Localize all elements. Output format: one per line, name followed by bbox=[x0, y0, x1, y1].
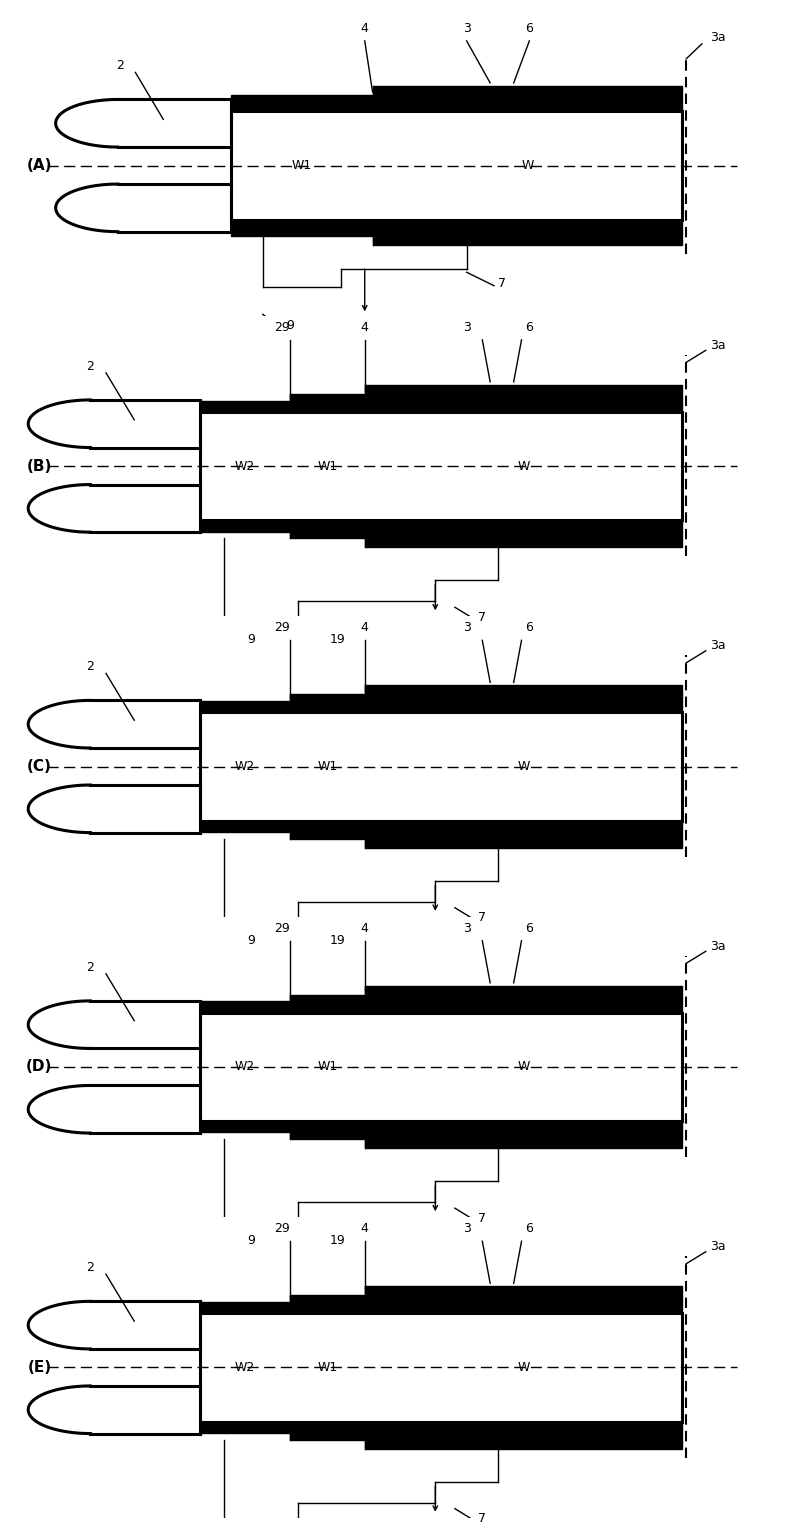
Text: 2: 2 bbox=[86, 360, 94, 373]
Text: W: W bbox=[518, 1061, 530, 1073]
Text: 3: 3 bbox=[462, 621, 470, 635]
Text: 4: 4 bbox=[361, 21, 369, 35]
Polygon shape bbox=[365, 986, 682, 1013]
Text: (B): (B) bbox=[26, 458, 52, 474]
Text: 4: 4 bbox=[361, 320, 369, 334]
Polygon shape bbox=[200, 400, 290, 412]
Text: 2: 2 bbox=[86, 961, 94, 973]
Polygon shape bbox=[200, 820, 290, 832]
Text: W2: W2 bbox=[235, 1361, 255, 1374]
Text: 9: 9 bbox=[286, 319, 294, 333]
Text: 9: 9 bbox=[247, 633, 255, 647]
Polygon shape bbox=[290, 694, 365, 713]
Text: 3: 3 bbox=[462, 320, 470, 334]
Text: (E): (E) bbox=[27, 1360, 51, 1375]
Bar bbox=[200, 713, 682, 820]
Text: (C): (C) bbox=[27, 759, 52, 774]
Text: 6: 6 bbox=[526, 1222, 534, 1236]
Polygon shape bbox=[365, 685, 682, 713]
Polygon shape bbox=[231, 219, 373, 236]
Text: 3a: 3a bbox=[710, 1240, 726, 1254]
Bar bbox=[200, 1314, 682, 1421]
Text: W: W bbox=[518, 460, 530, 472]
Text: 4: 4 bbox=[361, 621, 369, 635]
Text: 3a: 3a bbox=[710, 339, 726, 353]
Polygon shape bbox=[373, 219, 682, 245]
Text: 4: 4 bbox=[361, 1222, 369, 1236]
Text: W1: W1 bbox=[292, 159, 312, 172]
Text: W1: W1 bbox=[318, 460, 338, 472]
Text: 7: 7 bbox=[478, 610, 486, 624]
Polygon shape bbox=[290, 520, 365, 538]
Text: W2: W2 bbox=[235, 760, 255, 773]
Text: 3a: 3a bbox=[710, 31, 726, 44]
Text: 4: 4 bbox=[361, 921, 369, 935]
Text: W: W bbox=[518, 760, 530, 773]
Text: 29: 29 bbox=[274, 320, 290, 334]
Text: 2: 2 bbox=[86, 661, 94, 673]
Text: 19: 19 bbox=[330, 1234, 345, 1248]
Polygon shape bbox=[200, 1302, 290, 1314]
Text: 29: 29 bbox=[274, 921, 290, 935]
Text: W: W bbox=[522, 159, 534, 172]
Text: W2: W2 bbox=[235, 460, 255, 472]
Polygon shape bbox=[373, 86, 682, 112]
Polygon shape bbox=[200, 1421, 290, 1433]
Text: (D): (D) bbox=[26, 1059, 53, 1075]
Bar bbox=[200, 1013, 682, 1121]
Text: W2: W2 bbox=[235, 1061, 255, 1073]
Bar bbox=[200, 412, 682, 520]
Text: 7: 7 bbox=[498, 277, 506, 290]
Polygon shape bbox=[200, 1121, 290, 1133]
Text: W1: W1 bbox=[318, 1061, 338, 1073]
Text: 3: 3 bbox=[462, 1222, 470, 1236]
Polygon shape bbox=[365, 520, 682, 547]
Text: 3: 3 bbox=[462, 21, 470, 35]
Polygon shape bbox=[290, 1295, 365, 1314]
Text: 2: 2 bbox=[86, 1262, 94, 1274]
Text: 3: 3 bbox=[462, 921, 470, 935]
Text: W1: W1 bbox=[318, 1361, 338, 1374]
Polygon shape bbox=[365, 820, 682, 848]
Text: 2: 2 bbox=[116, 60, 124, 72]
Polygon shape bbox=[290, 1421, 365, 1439]
Polygon shape bbox=[365, 1421, 682, 1449]
Text: 6: 6 bbox=[526, 921, 534, 935]
Polygon shape bbox=[290, 995, 365, 1013]
Text: 6: 6 bbox=[526, 621, 534, 635]
Text: 7: 7 bbox=[478, 911, 486, 924]
Text: 29: 29 bbox=[274, 621, 290, 635]
Polygon shape bbox=[200, 1001, 290, 1013]
Text: 19: 19 bbox=[330, 633, 345, 647]
Polygon shape bbox=[365, 1286, 682, 1314]
Text: 19: 19 bbox=[330, 934, 345, 947]
Text: 3a: 3a bbox=[710, 940, 726, 954]
Text: 6: 6 bbox=[526, 320, 534, 334]
Text: 9: 9 bbox=[247, 934, 255, 947]
Polygon shape bbox=[231, 95, 373, 112]
Text: 7: 7 bbox=[478, 1512, 486, 1525]
Text: (A): (A) bbox=[26, 158, 52, 173]
Polygon shape bbox=[290, 1121, 365, 1139]
Polygon shape bbox=[365, 1121, 682, 1148]
Polygon shape bbox=[200, 701, 290, 713]
Text: W: W bbox=[518, 1361, 530, 1374]
Polygon shape bbox=[290, 394, 365, 412]
Polygon shape bbox=[200, 520, 290, 532]
Text: 7: 7 bbox=[478, 1211, 486, 1225]
Text: 3a: 3a bbox=[710, 639, 726, 653]
Polygon shape bbox=[290, 820, 365, 839]
Polygon shape bbox=[365, 385, 682, 412]
Bar bbox=[231, 112, 682, 219]
Text: 6: 6 bbox=[526, 21, 534, 35]
Text: 29: 29 bbox=[274, 1222, 290, 1236]
Text: W1: W1 bbox=[318, 760, 338, 773]
Text: 9: 9 bbox=[247, 1234, 255, 1248]
